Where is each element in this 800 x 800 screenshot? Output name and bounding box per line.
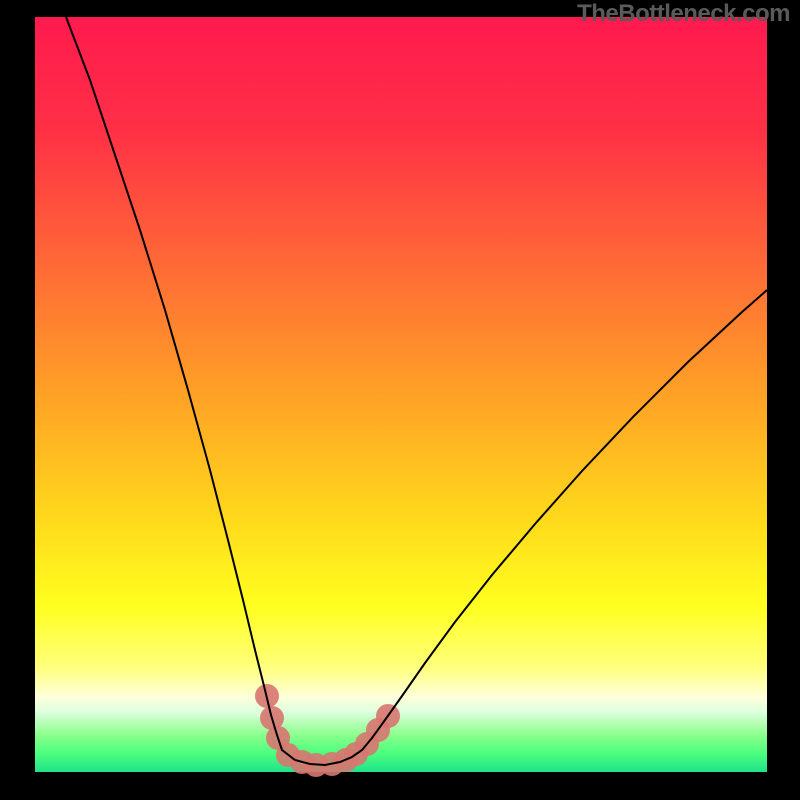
bottleneck-chart — [0, 0, 800, 800]
chart-container: TheBottleneck.com — [0, 0, 800, 800]
watermark-text: TheBottleneck.com — [577, 0, 790, 28]
gradient-plot-background — [35, 17, 767, 772]
